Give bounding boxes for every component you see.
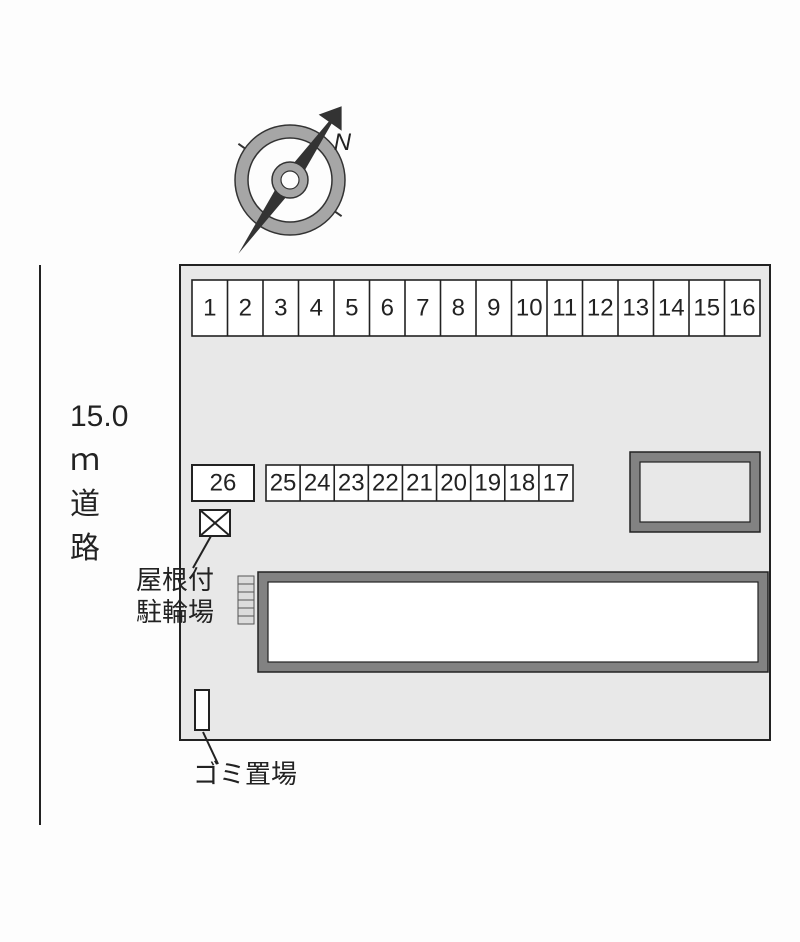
parking-spot: 17 [543, 469, 570, 496]
svg-text:路: 路 [70, 532, 100, 565]
parking-spot: 4 [310, 294, 323, 321]
svg-text:ゴミ置場: ゴミ置場 [193, 759, 297, 789]
parking-spot: 25 [270, 469, 297, 496]
parking-spot-26: 26 [192, 465, 254, 501]
svg-text:駐輪場: 駐輪場 [136, 597, 214, 627]
parking-spot: 19 [474, 469, 501, 496]
parking-spot: 24 [304, 469, 331, 496]
parking-spot: 18 [508, 469, 535, 496]
parking-spot: 11 [552, 294, 577, 321]
parking-spot: 3 [274, 294, 287, 321]
parking-spot: 22 [372, 469, 399, 496]
parking-spot: 10 [516, 294, 543, 321]
parking-spot: 7 [416, 294, 429, 321]
parking-spot: 5 [345, 294, 358, 321]
parking-spot: 1 [203, 294, 216, 321]
parking-spot: 9 [487, 294, 500, 321]
parking-spot: 16 [729, 294, 756, 321]
svg-text:26: 26 [210, 469, 237, 496]
parking-row-top: 12345678910111213141516 [192, 280, 760, 336]
stairs-icon [238, 576, 254, 624]
parking-row-middle: 25 24 23 22 21 20 19 18 17 [266, 465, 573, 501]
aux-building [630, 452, 760, 532]
parking-spot: 2 [239, 294, 252, 321]
parking-spot: 14 [658, 294, 685, 321]
svg-text:N: N [334, 129, 352, 156]
parking-spot: 12 [587, 294, 614, 321]
parking-spot: 21 [406, 469, 433, 496]
svg-text:屋根付: 屋根付 [136, 565, 214, 595]
parking-spot: 23 [338, 469, 365, 496]
svg-text:15.0: 15.0 [70, 400, 128, 433]
main-building [258, 572, 768, 672]
parking-spot: 13 [622, 294, 649, 321]
parking-spot: 20 [440, 469, 467, 496]
parking-spot: 15 [693, 294, 720, 321]
svg-text:ｍ: ｍ [70, 444, 100, 477]
parking-spot: 8 [452, 294, 465, 321]
svg-text:道: 道 [70, 488, 100, 521]
parking-spot: 6 [381, 294, 394, 321]
